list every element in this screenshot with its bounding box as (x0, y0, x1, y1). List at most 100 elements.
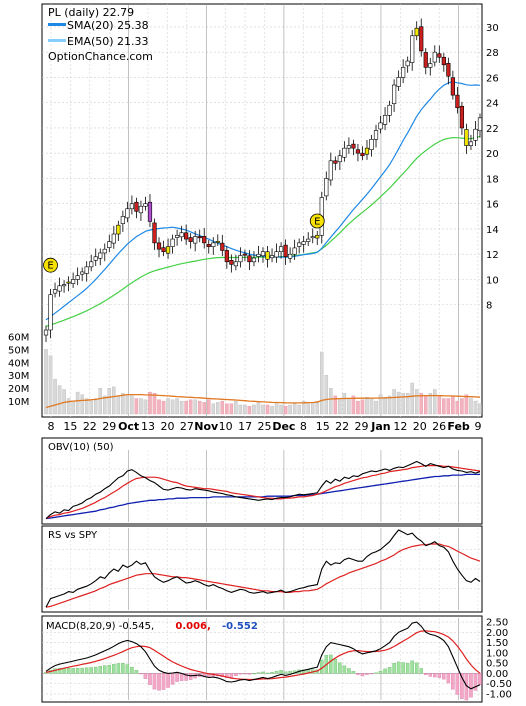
obv-lines (45, 460, 481, 520)
volume-bar (234, 400, 238, 415)
volume-bar (351, 395, 356, 415)
macd-label: MACD(8,20,9) -0.545, 0.006, -0.552 (46, 621, 258, 632)
candle-body (464, 129, 469, 146)
candle-body (93, 256, 98, 261)
macd-histogram-bar (442, 673, 446, 680)
candle-body (233, 261, 238, 267)
candle-body (75, 275, 80, 280)
macd-histogram-bar (98, 666, 103, 674)
date-label: 22 (335, 420, 349, 433)
candle-body (428, 63, 433, 68)
volume-bar (387, 395, 392, 415)
volume-bar (134, 398, 139, 415)
candle-body (328, 160, 333, 181)
candle-body (89, 261, 94, 268)
macd-histogram-bar (356, 673, 360, 675)
volume-bar (125, 394, 130, 415)
macd-tick-label: 2.50 (486, 618, 508, 629)
volume-bar (292, 403, 297, 415)
macd-histogram-bar (360, 673, 365, 677)
candle-body (360, 152, 365, 157)
macd-histogram-bar (107, 665, 112, 674)
candle-body (342, 147, 347, 158)
volume-bar (93, 398, 98, 415)
macd-lines (45, 621, 481, 690)
candle-body (193, 236, 198, 244)
candle-body (269, 255, 275, 259)
volume-bar (175, 398, 179, 415)
volume-bar (225, 403, 229, 415)
candle-body (116, 224, 121, 235)
volume-bar (98, 388, 103, 415)
macd-histogram-bar (121, 663, 125, 674)
volume-bar (161, 400, 166, 415)
macd-histogram-bar (93, 666, 98, 674)
legend-sma20: SMA(20) 25.38 (67, 19, 149, 32)
volume-bar (469, 398, 473, 415)
volume-bar (229, 403, 234, 415)
candle-body (80, 271, 85, 275)
candle-body (156, 242, 162, 250)
macd-histogram-bar (148, 673, 152, 685)
candle-body (432, 51, 437, 63)
volume-bar (374, 400, 378, 415)
volume-bar (433, 389, 437, 415)
volume-bar (89, 400, 93, 415)
macd-histogram-bar (252, 673, 256, 675)
macd-gridlines (42, 618, 482, 700)
volume-bar (148, 391, 152, 415)
macd-histogram-bar (57, 668, 62, 674)
candle-body (292, 247, 297, 255)
macd-histogram-bar (134, 670, 139, 674)
candle-body (369, 139, 374, 150)
candle-body (125, 208, 130, 219)
macd-panel-frame (41, 615, 483, 703)
volume-bar (365, 397, 369, 415)
volume-bar (360, 399, 365, 415)
macd-histogram-bar (365, 673, 369, 675)
volume-bar (306, 403, 310, 415)
volume-bar (238, 404, 243, 415)
macd-histogram-bar (152, 673, 157, 690)
candle-body (188, 237, 193, 242)
candle-body (120, 216, 125, 224)
candle-body (324, 178, 329, 197)
candle-body (410, 35, 415, 63)
date-label: 29 (102, 420, 116, 433)
volume-bar (53, 378, 57, 415)
macd-histogram-bar (184, 673, 188, 681)
candle-body (265, 251, 270, 260)
macd-histogram-bar (80, 667, 84, 674)
volume-bar (473, 400, 478, 415)
volume-tick-label: 40M (8, 358, 29, 369)
volume-bar (329, 388, 333, 415)
candle-body (43, 329, 49, 336)
macd-tick-label: -0.50 (486, 679, 512, 690)
date-label: Jan (370, 420, 390, 433)
macd-histogram-bar (130, 667, 134, 674)
macd-histogram-bar (125, 664, 130, 674)
macd-histogram-bar (188, 673, 193, 680)
date-label: Dec (272, 420, 295, 433)
volume-bar (179, 400, 184, 415)
macd-histogram-bar (351, 671, 356, 674)
candle-body (215, 241, 220, 243)
volume-bar (71, 400, 75, 415)
candle-body (260, 251, 266, 257)
candle-body (138, 205, 144, 214)
price-tick-label: 12 (486, 250, 499, 261)
macd-histogram-bar (342, 665, 347, 674)
macd-histogram-bar (433, 673, 437, 678)
date-label: 20 (413, 420, 427, 433)
macd-histogram (44, 654, 482, 701)
rs-panel: RS vs SPY (41, 525, 483, 613)
candle-body (211, 242, 216, 247)
macd-histogram-bar (283, 671, 288, 674)
volume-average-line (45, 393, 481, 409)
volume-bar (464, 394, 469, 415)
volume-bar (383, 398, 387, 415)
macd-histogram-bar (75, 667, 80, 674)
volume-bar (356, 400, 360, 415)
macd-tick-label: 1.50 (486, 638, 508, 649)
